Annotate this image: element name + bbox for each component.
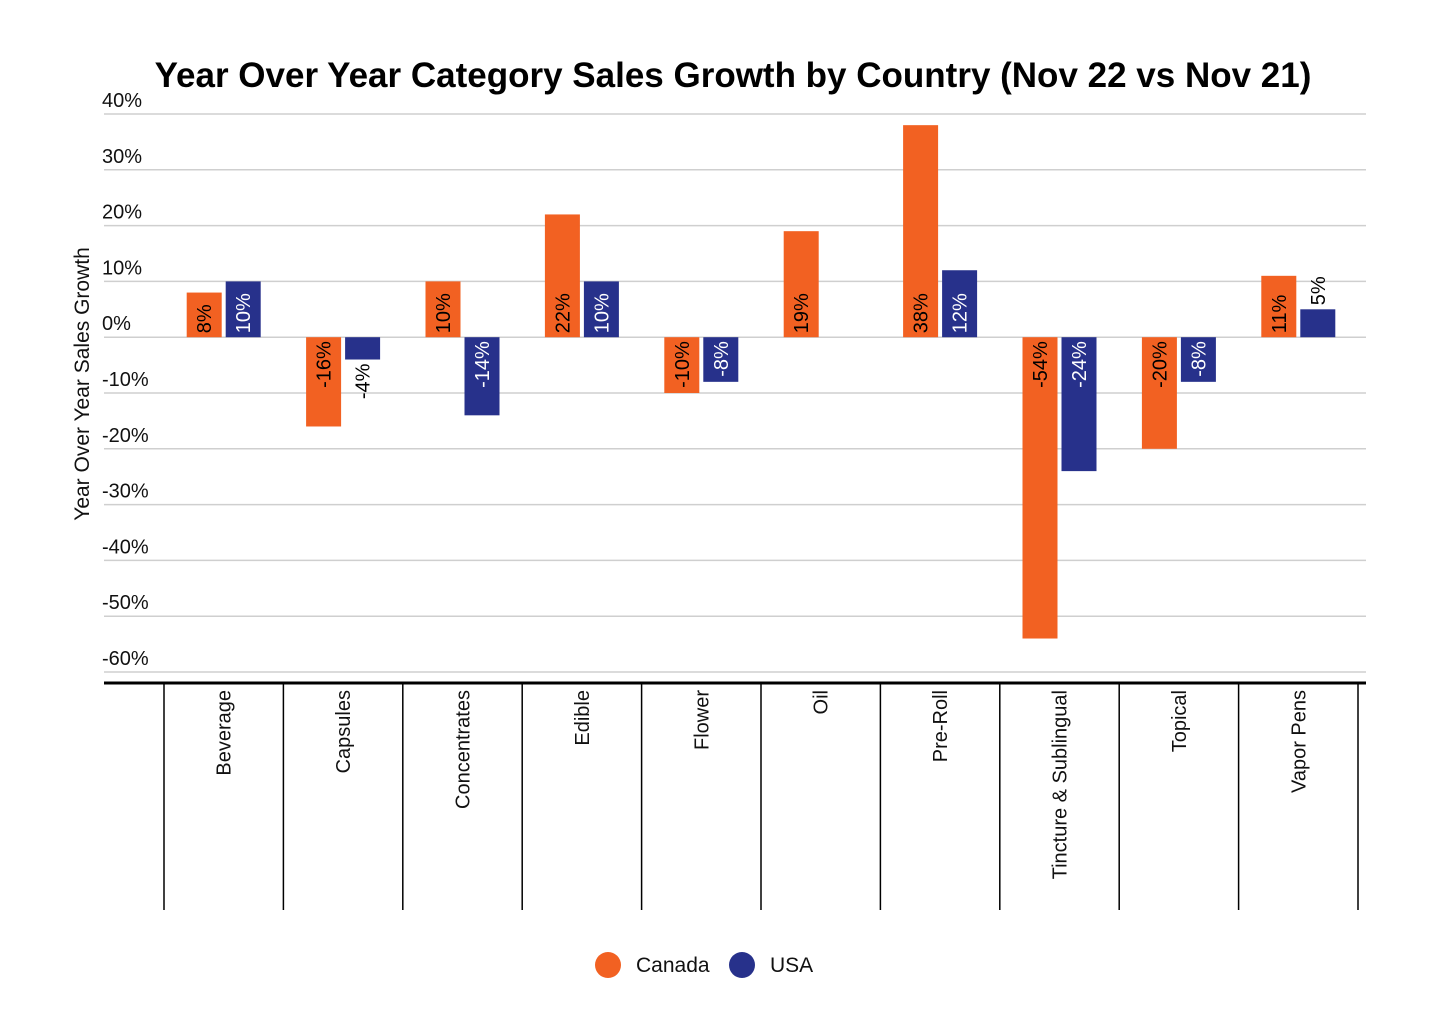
data-label: -54% bbox=[1030, 341, 1052, 388]
bar-usa bbox=[225, 281, 261, 338]
x-axis bbox=[104, 681, 1366, 910]
data-label: -20% bbox=[1149, 341, 1171, 388]
bar-canada bbox=[544, 214, 580, 338]
legend-label-usa: USA bbox=[770, 954, 813, 977]
category-label: Beverage bbox=[214, 690, 236, 776]
x-axis-categories: Beverage Capsules Concentrates Edible Flower… bbox=[214, 690, 1311, 880]
bar-canada bbox=[1022, 337, 1058, 639]
data-label: -8% bbox=[1188, 341, 1210, 377]
category-label: Vapor Pens bbox=[1288, 690, 1310, 793]
category-label: Oil bbox=[811, 690, 833, 714]
category-label: Edible bbox=[572, 690, 594, 746]
bar-usa bbox=[942, 270, 978, 338]
category-label: Pre-Roll bbox=[930, 690, 952, 762]
y-tick-label: -50% bbox=[102, 592, 149, 614]
y-tick-label: 0% bbox=[102, 313, 131, 335]
bar-usa bbox=[583, 281, 619, 338]
bar-usa bbox=[345, 337, 381, 360]
bars: 8% -16% 10% 22% -10% 19% 38% -54% -20% 11% 10% -4% -… bbox=[186, 125, 1336, 639]
bar-usa bbox=[1300, 309, 1336, 338]
category-label: Tincture & Sublingual bbox=[1050, 690, 1072, 879]
y-tick-label: -10% bbox=[102, 369, 149, 391]
data-label: -14% bbox=[472, 341, 494, 388]
data-label: -16% bbox=[314, 341, 336, 388]
data-label: 8% bbox=[194, 304, 216, 333]
legend: Canada USA bbox=[595, 952, 813, 978]
bar-canada bbox=[664, 337, 700, 393]
legend-swatch-canada bbox=[595, 952, 621, 978]
chart-title: Year Over Year Category Sales Growth by … bbox=[155, 56, 1312, 95]
data-label: 10% bbox=[433, 293, 455, 333]
data-label: 11% bbox=[1269, 294, 1291, 333]
category-label: Concentrates bbox=[453, 690, 475, 809]
bar-canada bbox=[306, 337, 342, 427]
bar-canada bbox=[783, 231, 819, 338]
y-axis-ticks: 40% 30% 20% 10% 0% -10% -20% -30% -40% -50% -60% bbox=[102, 90, 149, 670]
y-tick-label: -20% bbox=[102, 425, 149, 447]
data-label: 38% bbox=[911, 293, 933, 333]
data-label: 10% bbox=[233, 293, 255, 333]
bar-canada bbox=[1261, 275, 1297, 338]
bar-canada bbox=[425, 281, 461, 338]
y-tick-label: 20% bbox=[102, 202, 142, 224]
category-label: Capsules bbox=[333, 690, 355, 773]
y-tick-label: 40% bbox=[102, 90, 142, 112]
bar-canada bbox=[1141, 337, 1177, 449]
data-label: -4% bbox=[353, 363, 375, 399]
y-tick-label: 10% bbox=[102, 257, 142, 279]
bar-usa bbox=[703, 337, 739, 382]
bar-usa bbox=[1180, 337, 1216, 382]
legend-label-canada: Canada bbox=[636, 954, 710, 977]
y-tick-label: -40% bbox=[102, 536, 149, 558]
bar-usa bbox=[1061, 337, 1097, 472]
y-tick-label: 30% bbox=[102, 146, 142, 168]
data-label: 5% bbox=[1308, 276, 1330, 305]
data-label: -10% bbox=[672, 341, 694, 388]
bar-canada bbox=[186, 292, 222, 338]
y-tick-label: -30% bbox=[102, 481, 149, 503]
legend-swatch-usa bbox=[729, 952, 755, 978]
data-label: 19% bbox=[791, 293, 813, 333]
bar-usa bbox=[464, 337, 500, 416]
category-label: Topical bbox=[1169, 690, 1191, 752]
category-label: Flower bbox=[691, 690, 713, 750]
data-label: 12% bbox=[950, 293, 972, 333]
y-tick-label: -60% bbox=[102, 648, 149, 670]
data-label: 10% bbox=[591, 293, 613, 333]
data-label: -8% bbox=[711, 341, 733, 377]
bar-canada bbox=[903, 125, 939, 338]
data-label: -24% bbox=[1069, 341, 1091, 388]
data-label: 22% bbox=[552, 293, 574, 333]
y-axis-label: Year Over Year Sales Growth bbox=[71, 247, 94, 521]
